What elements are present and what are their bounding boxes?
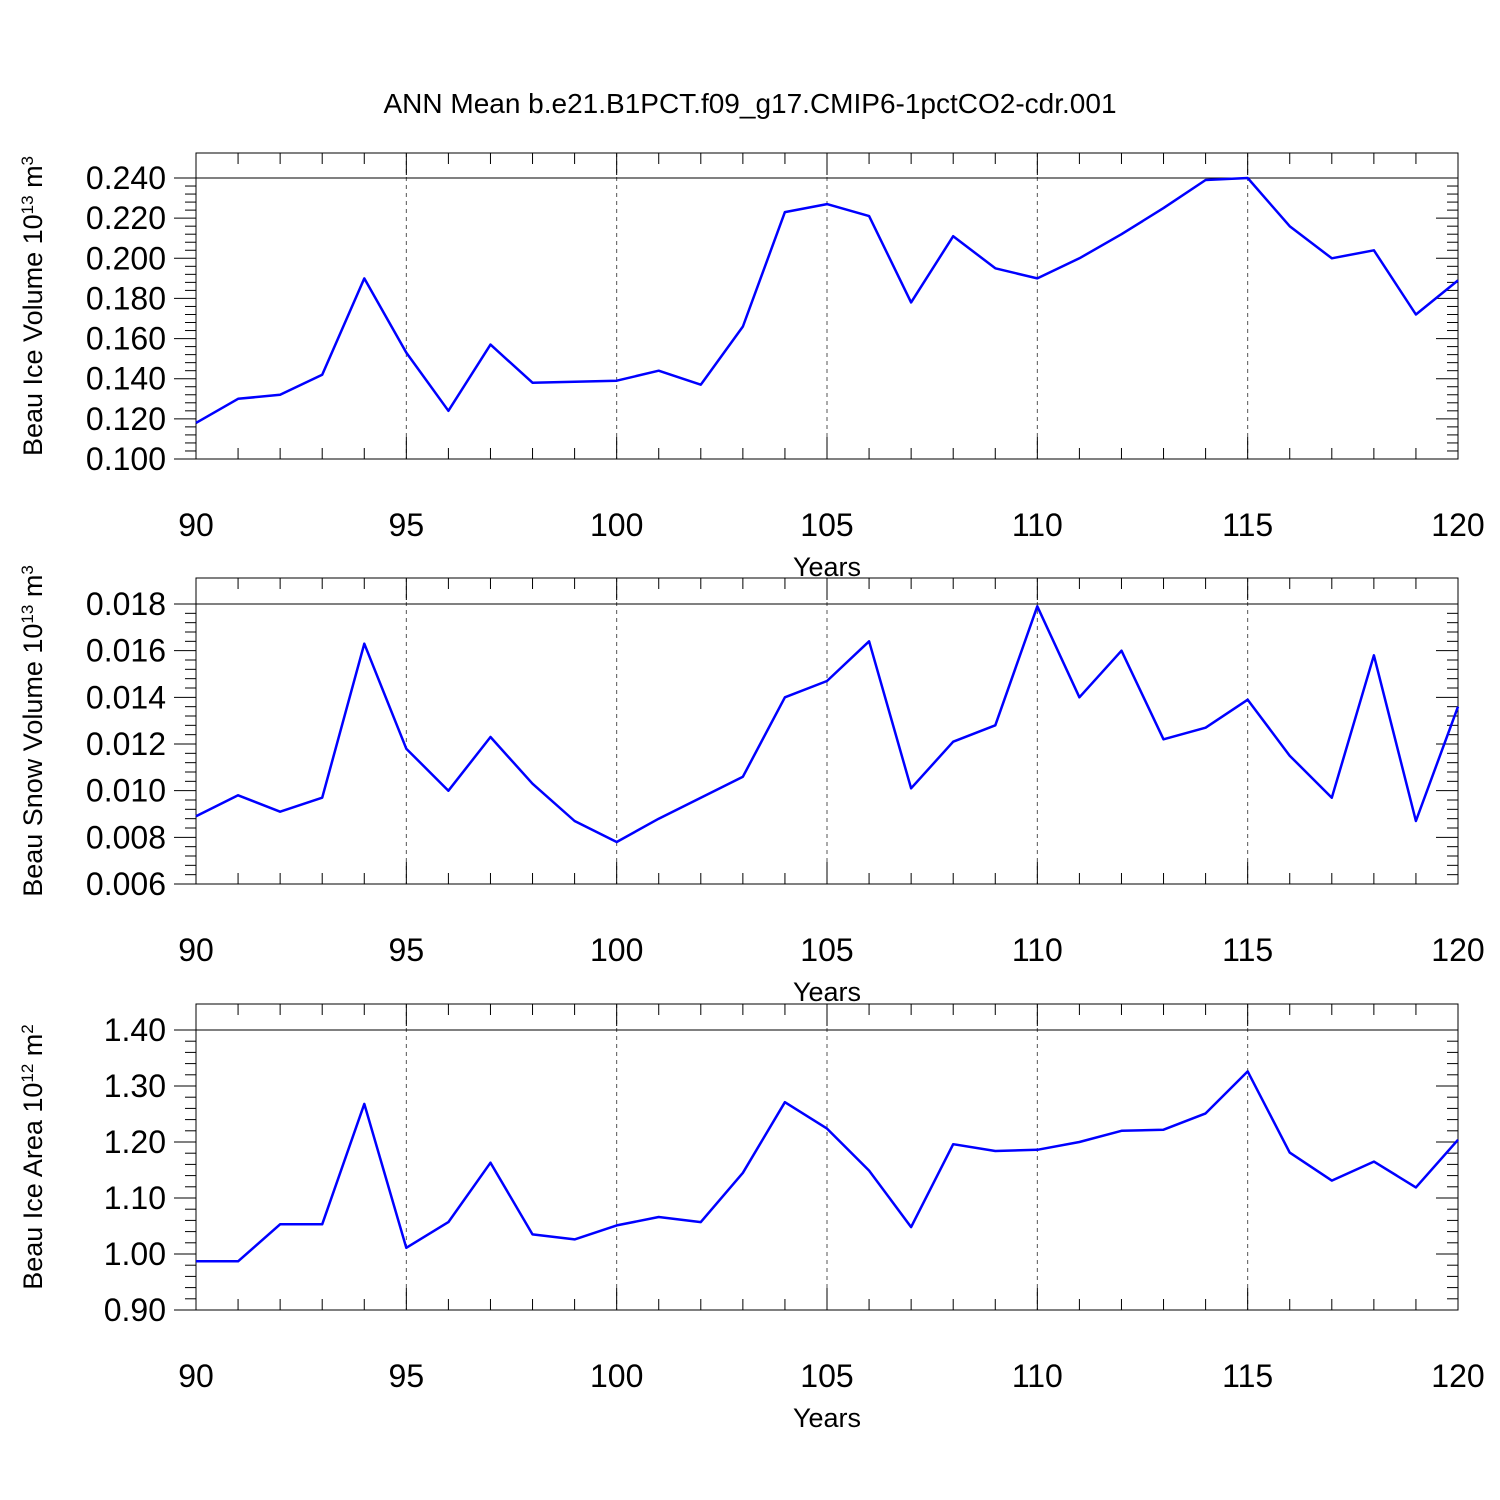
x-tick-label: 115 [1222,1358,1273,1394]
y-tick-label: 1.20 [104,1124,166,1160]
y-axis-title-superscript: 3 [18,156,37,165]
x-tick-label: 95 [389,507,425,543]
x-tick-label: 105 [800,932,853,968]
y-tick-label: 0.220 [86,200,166,236]
x-axis-title: Years [793,552,861,582]
panel-2: 90 95 100 105 110 115 120 0.006 0.008 0.010 0.012 0… [18,565,1485,1007]
x-tick-label: 110 [1012,1358,1063,1394]
x-tick-label: 115 [1222,932,1273,968]
y-tick-label: 0.160 [86,321,166,357]
x-tick-label: 120 [1431,1358,1484,1394]
x-tick-label: 110 [1012,932,1063,968]
x-tick-label: 115 [1222,507,1273,543]
panel-1: 90 95 100 105 110 115 120 0.100 0.120 0.140 0.160 0… [18,152,1485,582]
x-tick-label: 105 [800,507,853,543]
x-tick-label: 120 [1431,932,1484,968]
y-tick-label: 1.10 [104,1180,166,1216]
x-tick-label: 90 [178,1358,214,1394]
y-tick-label: 0.018 [86,586,166,622]
y-axis-title-superscript: 2 [18,1024,37,1033]
x-axis-title: Years [793,977,861,1007]
y-tick-label: 1.30 [104,1068,166,1104]
y-axis-title-superscript: 12 [18,1064,37,1083]
y-tick-label: 0.012 [86,726,166,762]
y-axis-title-part: Beau Ice Volume 10 [18,214,48,456]
y-tick-label: 0.90 [104,1292,166,1328]
y-tick-label: 0.140 [86,361,166,397]
x-tick-label: 95 [389,1358,425,1394]
figure-title: ANN Mean b.e21.B1PCT.f09_g17.CMIP6-1pctC… [383,88,1117,119]
y-tick-label: 0.120 [86,401,166,437]
x-tick-label: 100 [590,932,643,968]
y-tick-label: 0.014 [86,679,166,715]
y-tick-label: 1.00 [104,1236,166,1272]
y-axis-title: Beau Snow Volume 1013 m3 [18,565,49,897]
y-tick-label: 0.008 [86,819,166,855]
y-tick-label: 0.180 [86,280,166,316]
x-tick-label: 90 [178,932,214,968]
y-tick-label: 0.010 [86,773,166,809]
y-axis-title-superscript: 13 [18,195,37,214]
y-tick-label: 0.200 [86,240,166,276]
x-tick-label: 100 [590,1358,643,1394]
y-tick-label: 0.100 [86,441,166,477]
y-tick-label: 0.240 [86,160,166,196]
x-tick-label: 90 [178,507,214,543]
x-tick-label: 95 [389,932,425,968]
panel-3: 90 95 100 105 110 115 120 0.90 1.00 1.10 1.20 1.30 1… [18,1003,1485,1433]
y-tick-label: 0.016 [86,633,166,669]
x-tick-label: 100 [590,507,643,543]
x-tick-label: 120 [1431,507,1484,543]
y-axis-title-superscript: 13 [18,605,37,624]
y-axis-title-part: m [18,1034,48,1064]
y-axis-title-part: Beau Snow Volume 10 [18,624,48,897]
y-axis-title: Beau Ice Volume 1013 m3 [18,156,49,456]
y-axis-title-superscript: 3 [18,565,37,574]
x-tick-label: 110 [1012,507,1063,543]
y-axis-title-part: m [18,575,48,605]
y-tick-label: 0.006 [86,866,166,902]
x-tick-label: 105 [800,1358,853,1394]
y-axis-title: Beau Ice Area 1012 m2 [18,1024,49,1290]
y-axis-title-part: Beau Ice Area 10 [18,1083,48,1290]
x-axis-title: Years [793,1403,861,1433]
y-tick-label: 1.40 [104,1012,166,1048]
y-axis-title-part: m [18,165,48,195]
